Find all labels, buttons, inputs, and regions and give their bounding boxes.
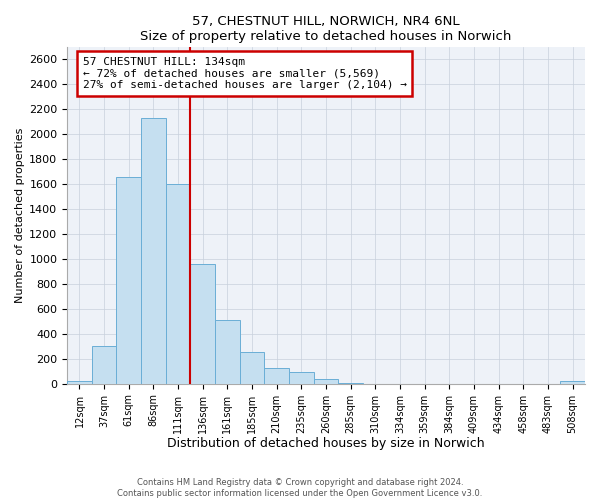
Bar	[289, 372, 314, 384]
Bar	[338, 383, 363, 384]
Bar	[215, 320, 240, 384]
Bar	[166, 184, 190, 384]
Bar	[67, 381, 92, 384]
Bar	[314, 380, 338, 384]
Bar	[92, 346, 116, 384]
X-axis label: Distribution of detached houses by size in Norwich: Distribution of detached houses by size …	[167, 437, 485, 450]
Y-axis label: Number of detached properties: Number of detached properties	[15, 128, 25, 303]
Title: 57, CHESTNUT HILL, NORWICH, NR4 6NL
Size of property relative to detached houses: 57, CHESTNUT HILL, NORWICH, NR4 6NL Size…	[140, 15, 512, 43]
Bar	[190, 264, 215, 384]
Bar	[560, 381, 585, 384]
Bar	[265, 368, 289, 384]
Text: Contains HM Land Registry data © Crown copyright and database right 2024.
Contai: Contains HM Land Registry data © Crown c…	[118, 478, 482, 498]
Bar	[240, 352, 265, 384]
Bar	[116, 176, 141, 384]
Text: 57 CHESTNUT HILL: 134sqm
← 72% of detached houses are smaller (5,569)
27% of sem: 57 CHESTNUT HILL: 134sqm ← 72% of detach…	[83, 57, 407, 90]
Bar	[141, 118, 166, 384]
